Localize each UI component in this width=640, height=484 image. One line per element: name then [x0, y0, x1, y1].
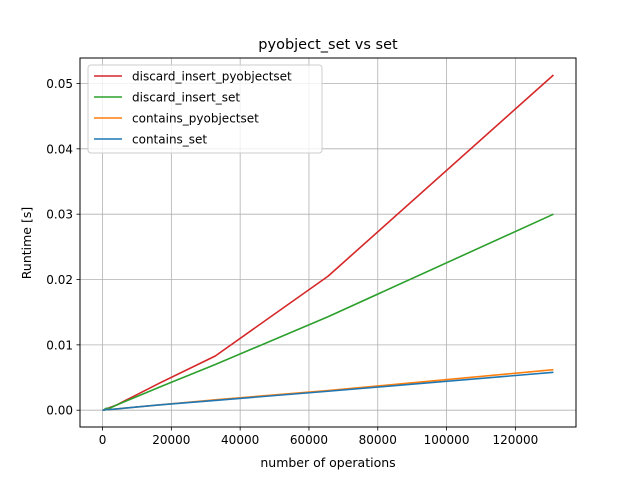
y-tick-label: 0.01	[46, 338, 73, 352]
x-tick-label: 120000	[492, 433, 538, 447]
x-tick-label: 100000	[424, 433, 470, 447]
series-lines	[101, 74, 554, 412]
x-tick-label: 60000	[290, 433, 328, 447]
x-axis-label: number of operations	[260, 455, 395, 470]
x-tick-label: 80000	[359, 433, 397, 447]
y-tick-label: 0.04	[46, 142, 73, 156]
x-tick-label: 40000	[221, 433, 259, 447]
x-tick-label: 0	[99, 433, 107, 447]
x-tick-label: 20000	[152, 433, 190, 447]
y-tick-label: 0.03	[46, 208, 73, 222]
plot-frame	[79, 57, 577, 428]
legend: discard_insert_pyobjectset discard_insert…	[87, 64, 323, 154]
legend-label: discard_insert_set	[132, 91, 240, 105]
legend-label: contains_pyobjectset	[132, 112, 259, 126]
x-axis: 0 20000 40000 60000 80000 100000 120000	[99, 427, 538, 447]
legend-label: discard_insert_pyobjectset	[132, 70, 292, 84]
y-axis-label: Runtime [s]	[19, 207, 34, 279]
series-line-contains-set	[101, 371, 554, 412]
legend-label: contains_set	[132, 133, 207, 147]
y-tick-label: 0.00	[46, 404, 73, 418]
y-tick-label: 0.02	[46, 273, 73, 287]
y-axis: 0.00 0.01 0.02 0.03 0.04 0.05	[46, 77, 80, 418]
legend-frame	[87, 64, 323, 154]
y-tick-label: 0.05	[46, 77, 73, 91]
chart-title: pyobject_set vs set	[258, 37, 398, 53]
